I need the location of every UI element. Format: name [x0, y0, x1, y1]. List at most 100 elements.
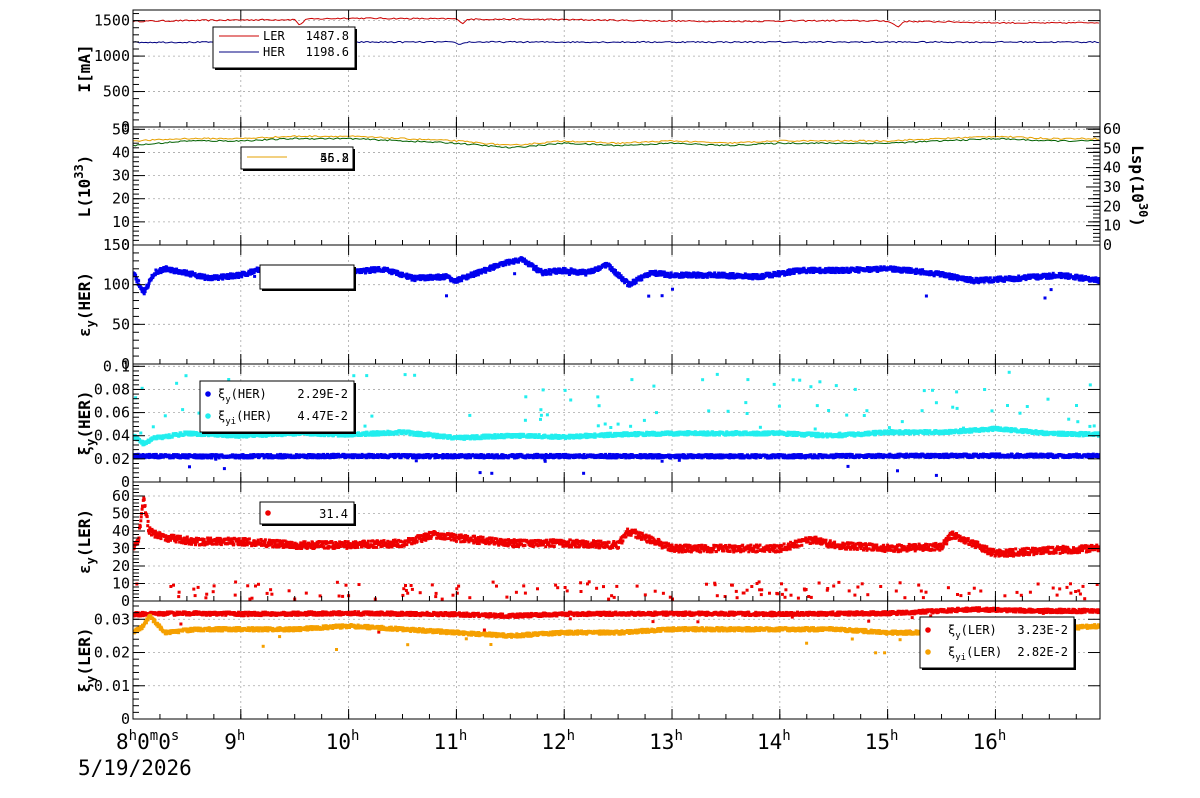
series-point: [139, 431, 143, 435]
series-point: [536, 270, 539, 274]
series-point: [1048, 276, 1052, 280]
series-point: [768, 275, 771, 279]
series-point: [534, 264, 538, 268]
series-point: [633, 278, 637, 282]
series-point: [705, 275, 709, 279]
series-point: [367, 452, 371, 456]
series-point: [226, 273, 230, 277]
series-point: [563, 267, 567, 271]
series-point: [982, 280, 986, 284]
series-point: [882, 265, 886, 269]
series-point: [513, 272, 517, 276]
series-point: [584, 273, 588, 277]
series-point: [249, 270, 253, 274]
series-point: [507, 262, 511, 266]
series-point: [328, 456, 332, 460]
series-point: [253, 274, 257, 278]
series-point: [188, 270, 191, 274]
series-point: [240, 275, 244, 279]
series-point: [621, 276, 625, 280]
series-point: [335, 455, 339, 459]
series-point: [833, 271, 837, 275]
series-group: [133, 256, 1100, 300]
series-point: [1003, 279, 1006, 283]
series-point: [611, 270, 615, 274]
series-point: [523, 257, 526, 261]
series-point: [743, 272, 747, 276]
series-point: [607, 455, 611, 459]
series-point: [830, 270, 834, 274]
series-point: [660, 294, 664, 298]
series-point: [517, 260, 520, 264]
series-point: [671, 287, 674, 291]
series-point: [973, 278, 977, 282]
series-point: [789, 453, 793, 457]
series-point: [831, 456, 835, 460]
series-point: [576, 272, 580, 276]
series-point: [495, 453, 499, 457]
series-point: [842, 266, 846, 270]
series-point: [582, 453, 586, 456]
legend-box: [259, 264, 355, 290]
series-point: [679, 275, 683, 279]
series-point: [586, 271, 590, 275]
series-point: [429, 274, 433, 278]
series-point: [214, 457, 218, 461]
y-tick-label: 40: [112, 143, 130, 161]
series-point: [1049, 288, 1053, 292]
series-point: [457, 276, 461, 280]
series-point: [344, 455, 348, 459]
series-point: [140, 386, 144, 390]
series-point: [216, 278, 220, 281]
series-point: [222, 467, 226, 471]
series-point: [1019, 278, 1023, 282]
series-point: [691, 273, 695, 277]
legend-value: 1198.6: [306, 45, 349, 59]
series-point: [827, 266, 831, 270]
series-point: [737, 273, 741, 276]
series-point: [876, 270, 880, 273]
y-tick-label: 50: [112, 315, 130, 333]
series-point: [460, 279, 464, 283]
series-point: [962, 275, 965, 279]
series-point: [878, 268, 882, 272]
panel-frame: [132, 126, 1101, 246]
series-point: [490, 471, 494, 475]
series-point: [725, 276, 729, 280]
panel-luminosity: 010203040500102030405060Lsp(1030)L(1033)…: [72, 120, 1150, 254]
series-point: [714, 455, 718, 459]
series-point: [249, 268, 253, 272]
series-point: [738, 456, 742, 460]
series-point: [487, 453, 491, 457]
series-point: [232, 273, 236, 277]
series-point: [343, 453, 347, 457]
series-point: [783, 453, 787, 457]
y-axis-label: εy(HER): [75, 272, 98, 337]
series-point: [771, 275, 774, 279]
series-point: [995, 278, 999, 281]
series-point: [476, 273, 480, 277]
series-point: [466, 273, 470, 277]
series-point: [841, 452, 845, 456]
series-point: [203, 273, 207, 277]
series-point: [753, 276, 757, 280]
series-point: [740, 453, 744, 457]
series-point: [932, 274, 936, 278]
series-point: [789, 272, 793, 276]
y-tick-label: 1000: [94, 47, 130, 65]
series-point: [266, 453, 269, 457]
series-point: [970, 277, 974, 281]
series-point: [919, 455, 923, 459]
series-point: [752, 453, 755, 457]
series-point: [744, 276, 748, 280]
series-point: [1051, 453, 1055, 457]
series-point: [987, 453, 991, 457]
series-point: [996, 279, 1000, 283]
series-point: [834, 266, 838, 270]
series-point: [947, 274, 951, 278]
series-point: [161, 269, 165, 273]
series-point: [1064, 272, 1068, 276]
series-point: [1013, 275, 1017, 279]
